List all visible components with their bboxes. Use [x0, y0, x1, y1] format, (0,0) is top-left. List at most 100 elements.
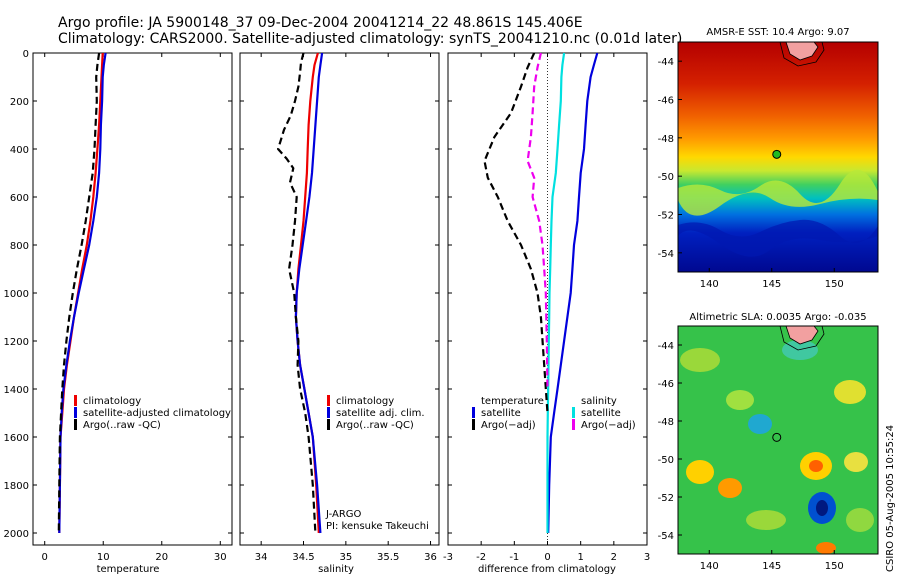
sla-blob — [748, 414, 772, 434]
legend-label-temperature-satellite: satellite — [481, 408, 521, 419]
temperature-ytick-label: 600 — [10, 193, 29, 204]
legend-label-climatology: climatology — [336, 396, 394, 407]
coast-contour — [779, 325, 825, 351]
temperature-xtick-label: 10 — [97, 552, 110, 563]
difference-lines — [483, 52, 599, 545]
salinity-xtick-label: 36 — [424, 552, 437, 563]
temperature-xlabel: temperature — [97, 564, 160, 575]
salinity-xlabel: salinity — [318, 564, 354, 575]
legend-swatch-argo — [327, 419, 330, 430]
difference-xtick-label: 3 — [644, 552, 650, 563]
sst-front-band — [678, 169, 878, 216]
salinity-xtick-label: 35.5 — [377, 552, 399, 563]
temperature-ytick-label: 200 — [10, 97, 29, 108]
sst-map-ytick-label: -52 — [658, 211, 674, 222]
difference-xtick-label: 1 — [577, 552, 583, 563]
legend-swatch-salinity-argo — [572, 419, 575, 430]
header-line-1: Argo profile: JA 5900148_37 09-Dec-2004 … — [58, 15, 583, 31]
sla-map-xtick-label: 145 — [762, 561, 781, 572]
temperature-lines — [57, 52, 107, 534]
sla-blob — [726, 390, 754, 410]
legend-label-argo: Argo(..raw -QC) — [336, 420, 414, 431]
salinity-legend: climatology satellite adj. clim. Argo(..… — [327, 395, 425, 431]
sst-map-border — [677, 41, 879, 273]
legend-label-satellite: satellite adj. clim. — [336, 408, 425, 419]
legend-swatch-argo — [74, 419, 77, 430]
sst-map-xtick-label: 150 — [825, 279, 844, 290]
sla-blob — [718, 478, 742, 498]
legend-swatch-satellite — [74, 407, 77, 418]
temperature-ytick-label: 1200 — [4, 337, 29, 348]
sst-map-ytick-label: -44 — [658, 57, 674, 68]
sla-map-ytick-label: -54 — [658, 531, 674, 542]
sla-map-ytick-label: -46 — [658, 379, 674, 390]
sst-map-xtick-label: 140 — [700, 279, 719, 290]
legend-swatch-salinity-satellite — [572, 407, 575, 418]
legend-swatch-climatology — [74, 395, 77, 406]
sst-map-panel: AMSR-E SST: 10.4 Argo: 9.07 140 145 150 -44… — [658, 27, 879, 290]
temperature-ytick-label: 1800 — [4, 481, 29, 492]
legend-label-argo: Argo(..raw -QC) — [83, 420, 161, 431]
temperature-ytick-label: 1400 — [4, 385, 29, 396]
salinity-series-1 — [294, 52, 324, 534]
temperature-panel: 0 10 20 30 0 200 400 600 800 1000 1200 1400 1600 1800… — [4, 49, 233, 575]
legend-label-salinity-argo: Argo(−adj) — [581, 420, 636, 431]
sla-blob — [680, 348, 720, 372]
salinity-xtick-label: 35 — [339, 552, 352, 563]
temperature-ytick-label: 800 — [10, 241, 29, 252]
difference-xtick-label: 0 — [544, 552, 550, 563]
temperature-legend: climatology satellite-adjusted climatolo… — [74, 395, 231, 431]
salinity-lines — [277, 52, 324, 534]
sla-map-xtick-label: 150 — [825, 561, 844, 572]
sla-blob — [846, 508, 874, 532]
sst-map-ytick-label: -54 — [658, 249, 674, 260]
sst-map-ytick-label: -48 — [658, 134, 674, 145]
sla-map-border — [677, 325, 879, 555]
temperature-series-2 — [57, 52, 101, 534]
temperature-ytick-label: 1600 — [4, 433, 29, 444]
sla-map-argo-point — [772, 432, 782, 442]
difference-xtick-label: -1 — [509, 552, 519, 563]
coast-contour — [779, 41, 825, 67]
difference-series-3 — [526, 52, 549, 390]
temperature-ytick-label: 400 — [10, 145, 29, 156]
temperature-xtick-label: 30 — [214, 552, 227, 563]
sst-map-title: AMSR-E SST: 10.4 Argo: 9.07 — [706, 27, 849, 38]
sst-map-frame — [677, 41, 879, 273]
sla-map-xtick-label: 140 — [700, 561, 719, 572]
sla-map-ytick-label: -48 — [658, 417, 674, 428]
difference-ticks: -3 -2 -1 0 1 2 3 — [443, 52, 650, 563]
temperature-ytick-label: 1000 — [4, 289, 29, 300]
sla-map-ytick-label: -52 — [658, 493, 674, 504]
legend-swatch-temperature-satellite — [472, 407, 475, 418]
sla-blob — [809, 460, 823, 472]
sla-map-ytick-label: -44 — [658, 341, 674, 352]
sst-map-ytick-label: -46 — [658, 96, 674, 107]
salinity-frame — [239, 52, 440, 546]
difference-xtick-label: 2 — [611, 552, 617, 563]
sst-map-argo-point — [772, 149, 782, 159]
temperature-ytick-label: 0 — [23, 49, 29, 60]
difference-xlabel: difference from climatology — [478, 564, 616, 575]
header-line-2: Climatology: CARS2000. Satellite-adjuste… — [58, 31, 682, 47]
annotation-line-1: J-ARGO — [325, 509, 362, 520]
temperature-ytick-label: 2000 — [4, 529, 29, 540]
sla-blob — [746, 510, 786, 530]
sla-blob — [834, 380, 866, 404]
sla-blob — [686, 460, 714, 484]
salinity-xtick-label: 34.5 — [292, 552, 314, 563]
legend-title-temperature: temperature — [481, 396, 544, 407]
difference-legend: temperature satellite Argo(−adj) salinit… — [472, 396, 636, 431]
salinity-series-2 — [277, 52, 317, 534]
salinity-panel: 34 34.5 35 35.5 36 salinity climatology sate… — [239, 52, 440, 575]
sla-map-title: Altimetric SLA: 0.0035 Argo: -0.035 — [689, 312, 866, 323]
temperature-ticks: 0 10 20 30 0 200 400 600 800 1000 1200 1400 1600 1800… — [4, 49, 232, 563]
legend-swatch-temperature-argo — [472, 419, 475, 430]
annotation-line-2: PI: kensuke Takeuchi — [326, 521, 429, 532]
salinity-ticks: 34 34.5 35 35.5 36 — [240, 52, 439, 563]
legend-label-climatology: climatology — [83, 396, 141, 407]
legend-title-salinity: salinity — [581, 396, 617, 407]
temperature-frame — [32, 52, 233, 546]
temperature-xtick-label: 20 — [155, 552, 168, 563]
sla-blob — [816, 500, 828, 516]
